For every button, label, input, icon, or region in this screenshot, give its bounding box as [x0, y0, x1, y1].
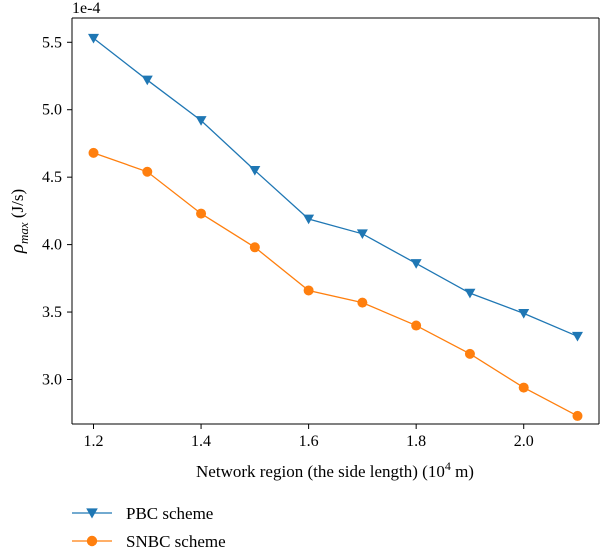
- y-tick-label: 5.0: [42, 102, 62, 119]
- x-tick-label: 1.2: [84, 433, 104, 450]
- y-axis-label: ρmax (J/s): [7, 189, 31, 254]
- data-point-triangle: [464, 288, 476, 299]
- legend-item-snbc: SNBC scheme: [72, 532, 226, 551]
- data-point-circle: [249, 242, 260, 253]
- series-layer: [88, 33, 583, 421]
- y-tick-label: 3.0: [42, 371, 62, 388]
- data-point-triangle: [195, 116, 207, 126]
- data-point-triangle: [303, 214, 315, 225]
- legend-marker-snbc: [86, 535, 98, 547]
- data-point-circle: [464, 348, 475, 359]
- data-point-circle: [196, 208, 207, 219]
- y-tick-label: 5.5: [42, 34, 62, 51]
- legend: PBC scheme SNBC scheme: [72, 504, 226, 551]
- x-tick-label: 1.4: [191, 433, 211, 450]
- y-ticks: 3.0 3.5 4.0 4.5 5.0 5.5: [42, 34, 72, 388]
- y-tick-label: 3.5: [42, 304, 62, 321]
- y-tick-label: 4.5: [42, 169, 62, 186]
- data-point-circle: [142, 166, 153, 177]
- series-line: [93, 152, 578, 417]
- x-axis-label: Network region (the side length) (104 m): [196, 459, 474, 481]
- legend-marker-pbc: [86, 508, 98, 519]
- x-ticks: 1.2 1.4 1.6 1.8 2.0: [84, 424, 534, 450]
- legend-label-pbc: PBC scheme: [126, 504, 213, 523]
- y-axis-label-sub: max: [16, 222, 31, 244]
- data-point-circle: [357, 297, 368, 308]
- data-point-circle: [411, 320, 422, 331]
- x-tick-label: 2.0: [514, 433, 534, 450]
- y-axis-label-unit: (J/s): [8, 189, 27, 223]
- data-point-triangle: [249, 166, 261, 176]
- data-point-triangle: [571, 331, 583, 342]
- data-point-circle: [303, 285, 314, 296]
- legend-item-pbc: PBC scheme: [72, 504, 213, 523]
- y-axis-label-main: ρ: [7, 244, 28, 254]
- data-point-triangle: [88, 33, 100, 44]
- x-axis-label-pre: Network region (the side length) (10: [196, 462, 445, 481]
- axes-frame: [71, 17, 600, 425]
- y-tick-label: 4.0: [42, 237, 62, 254]
- x-tick-label: 1.8: [406, 433, 426, 450]
- data-point-circle: [518, 382, 529, 393]
- offset-text: 1e-4: [72, 0, 100, 17]
- series-line: [93, 37, 578, 337]
- x-axis-label-sup: 4: [445, 459, 451, 473]
- series-snbc: [88, 147, 583, 421]
- series-pbc: [88, 33, 583, 342]
- x-tick-label: 1.6: [299, 433, 319, 450]
- legend-label-snbc: SNBC scheme: [126, 532, 226, 551]
- data-point-circle: [88, 147, 99, 158]
- data-point-triangle: [410, 259, 422, 269]
- x-axis-label-post: m): [451, 462, 474, 481]
- data-point-circle: [572, 410, 583, 421]
- data-point-triangle: [356, 229, 368, 240]
- data-point-triangle: [141, 75, 153, 86]
- data-point-triangle: [518, 308, 530, 319]
